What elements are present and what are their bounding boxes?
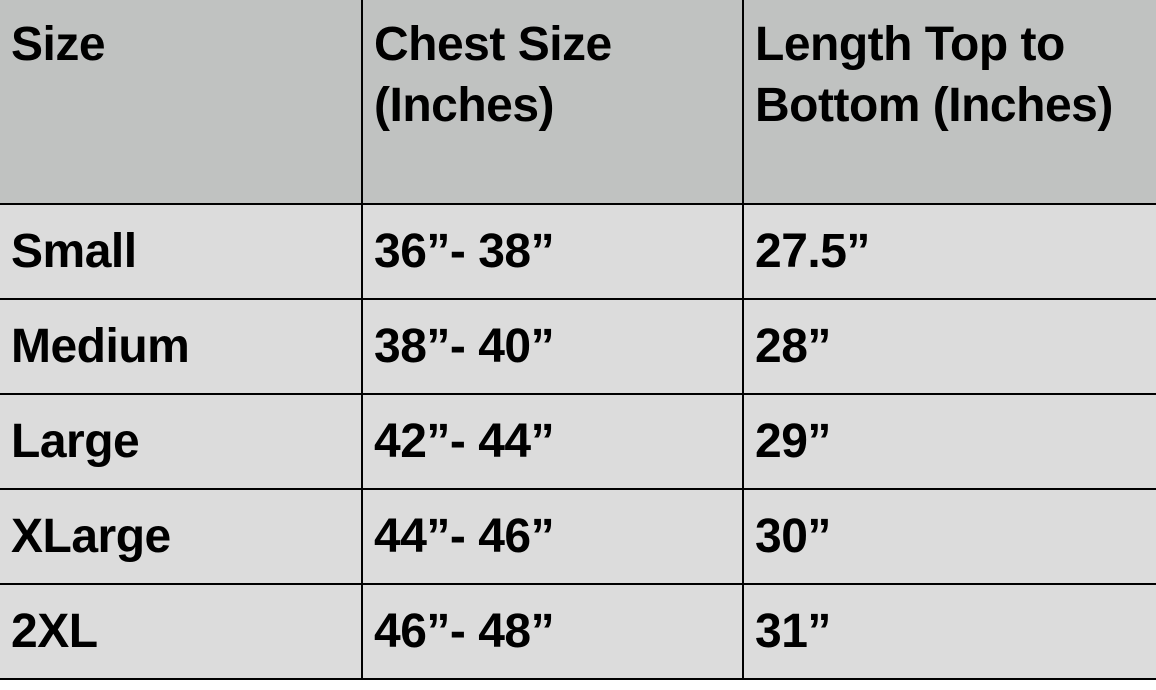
table-row: Small 36”- 38” 27.5” [0,203,1156,300]
chest-cell: 42”- 44” [361,393,744,490]
header-size: Size [0,0,363,205]
length-cell: 31” [742,583,1156,680]
table-row: Large 42”- 44” 29” [0,393,1156,490]
size-cell: Medium [0,298,363,395]
length-cell: 30” [742,488,1156,585]
header-chest-size-text: Chest Size (Inches) [374,18,612,132]
chest-cell: 46”- 48” [361,583,744,680]
table-row: XLarge 44”- 46” 30” [0,488,1156,585]
header-chest-size: Chest Size (Inches) [361,0,744,205]
size-cell: Small [0,203,363,300]
chest-cell: 44”- 46” [361,488,744,585]
size-cell: Large [0,393,363,490]
chest-cell: 36”- 38” [361,203,744,300]
table-row: 2XL 46”- 48” 31” [0,583,1156,680]
header-row: Size Chest Size (Inches) Length Top to B… [0,0,1156,205]
length-cell: 28” [742,298,1156,395]
header-length: Length Top to Bottom (Inches) [742,0,1156,205]
size-cell: XLarge [0,488,363,585]
header-length-text: Length Top to Bottom (Inches) [755,18,1113,132]
length-cell: 29” [742,393,1156,490]
length-cell: 27.5” [742,203,1156,300]
table-row: Medium 38”- 40” 28” [0,298,1156,395]
size-cell: 2XL [0,583,363,680]
chest-cell: 38”- 40” [361,298,744,395]
